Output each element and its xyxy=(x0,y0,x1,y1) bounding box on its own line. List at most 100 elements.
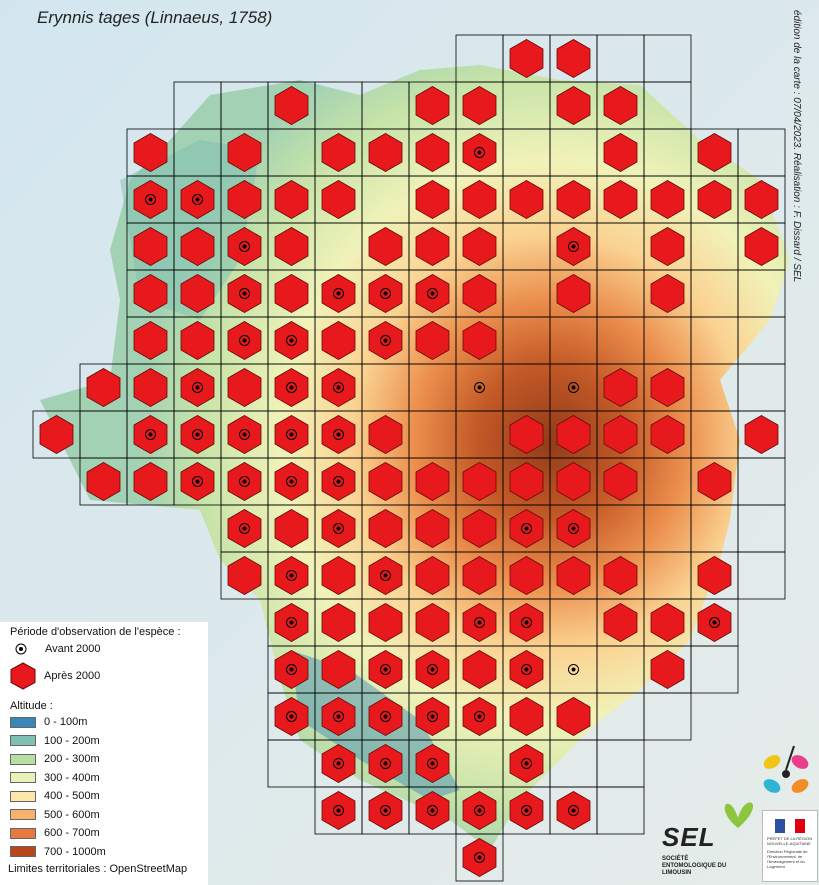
record-after-2000 xyxy=(556,556,591,595)
altitude-swatch xyxy=(10,790,36,802)
before-2000-dot xyxy=(571,808,576,813)
record-after-2000 xyxy=(462,603,497,642)
record-after-2000 xyxy=(227,180,262,219)
altitude-swatch xyxy=(10,809,36,820)
record-after-2000 xyxy=(603,462,638,501)
record-after-2000 xyxy=(321,415,356,454)
after-2000-hexagon xyxy=(321,321,356,360)
record-after-2000 xyxy=(462,650,497,689)
before-2000-dot xyxy=(336,808,341,813)
before-2000-dot xyxy=(524,761,529,766)
before-2000-dot xyxy=(289,338,294,343)
record-after-2000 xyxy=(462,462,497,501)
before-2000-dot xyxy=(383,291,388,296)
before-2000-dot xyxy=(383,714,388,719)
record-after-2000 xyxy=(697,462,732,501)
altitude-class-label: 600 - 700m xyxy=(44,827,100,839)
before-2000-ring xyxy=(333,429,344,440)
record-after-2000 xyxy=(603,86,638,125)
after-2000-hexagon xyxy=(462,274,497,313)
before-2000-ring xyxy=(521,805,532,816)
before-2000-dot xyxy=(242,479,247,484)
before-2000-ring xyxy=(521,664,532,675)
altitude-swatch xyxy=(10,772,36,783)
before-2000-ring xyxy=(427,711,438,722)
record-after-2000 xyxy=(180,415,215,454)
altitude-class-row: 700 - 1000m xyxy=(10,846,106,858)
record-after-2000 xyxy=(274,86,309,125)
record-after-2000 xyxy=(368,274,403,313)
before-2000-ring xyxy=(239,335,250,346)
before-2000-ring xyxy=(427,288,438,299)
after-2000-hexagon xyxy=(509,697,544,736)
record-after-2000 xyxy=(321,462,356,501)
record-after-2000 xyxy=(274,274,309,313)
record-after-2000 xyxy=(227,462,262,501)
record-after-2000 xyxy=(321,321,356,360)
altitude-class-row: 400 - 500m xyxy=(10,790,100,802)
record-after-2000 xyxy=(133,180,168,219)
before-2000-dot xyxy=(477,855,482,860)
before-2000-ring xyxy=(568,382,579,393)
record-after-2000 xyxy=(556,86,591,125)
record-after-2000 xyxy=(321,603,356,642)
before-2000-dot xyxy=(336,526,341,531)
after-2000-hexagon xyxy=(415,321,450,360)
record-after-2000 xyxy=(321,133,356,172)
prefet-line-3: Direction Régionale de l'Environnement, … xyxy=(767,849,808,869)
before-2000-ring xyxy=(568,664,579,675)
record-after-2000 xyxy=(368,321,403,360)
record-after-2000 xyxy=(274,227,309,266)
record-after-2000 xyxy=(556,415,591,454)
record-after-2000 xyxy=(368,556,403,595)
record-after-2000 xyxy=(556,791,591,830)
after-2000-hexagon xyxy=(274,180,309,219)
before-2000-dot xyxy=(336,479,341,484)
altitude-class-label: 200 - 300m xyxy=(44,753,100,765)
altitude-class-row: 0 - 100m xyxy=(10,716,87,728)
after-2000-hexagon xyxy=(462,509,497,548)
before-2000-ring xyxy=(333,758,344,769)
record-after-2000 xyxy=(227,274,262,313)
record-after-2000 xyxy=(133,368,168,407)
record-before-2000 xyxy=(474,382,485,393)
altitude-class-row: 200 - 300m xyxy=(10,753,100,765)
before-2000-ring xyxy=(239,476,250,487)
altitude-class-label: 300 - 400m xyxy=(44,771,100,784)
after-2000-hexagon xyxy=(462,227,497,266)
record-after-2000 xyxy=(227,415,262,454)
before-2000-ring xyxy=(380,664,391,675)
record-after-2000 xyxy=(509,180,544,219)
before-2000-dot xyxy=(242,432,247,437)
before-2000-ring xyxy=(568,805,579,816)
before-2000-dot xyxy=(242,526,247,531)
record-after-2000 xyxy=(509,744,544,783)
before-2000-ring xyxy=(286,335,297,346)
after-2000-hexagon xyxy=(556,462,591,501)
record-after-2000 xyxy=(509,39,544,78)
altitude-class-row: 600 - 700m xyxy=(10,827,100,839)
before-2000-ring xyxy=(333,711,344,722)
after-2000-hexagon xyxy=(603,86,638,125)
after-2000-hexagon xyxy=(227,368,262,407)
after-2000-hexagon xyxy=(509,39,544,78)
record-after-2000 xyxy=(321,556,356,595)
altitude-class-label: 400 - 500m xyxy=(44,790,100,802)
before-2000-ring xyxy=(239,523,250,534)
grid-cell xyxy=(737,551,786,600)
record-before-2000 xyxy=(568,664,579,675)
record-after-2000 xyxy=(321,744,356,783)
altitude-class-row: 100 - 200m xyxy=(10,735,100,747)
before-2000-dot xyxy=(571,244,576,249)
before-2000-ring xyxy=(286,570,297,581)
after-2000-hexagon xyxy=(509,415,544,454)
grid-cell xyxy=(455,833,504,882)
after-2000-hexagon xyxy=(86,462,121,501)
grid-cell xyxy=(643,692,692,741)
before-2000-ring xyxy=(286,711,297,722)
record-after-2000 xyxy=(227,133,262,172)
after-2000-hexagon xyxy=(227,556,262,595)
record-after-2000 xyxy=(650,650,685,689)
record-after-2000 xyxy=(227,321,262,360)
before-2000-ring xyxy=(380,758,391,769)
